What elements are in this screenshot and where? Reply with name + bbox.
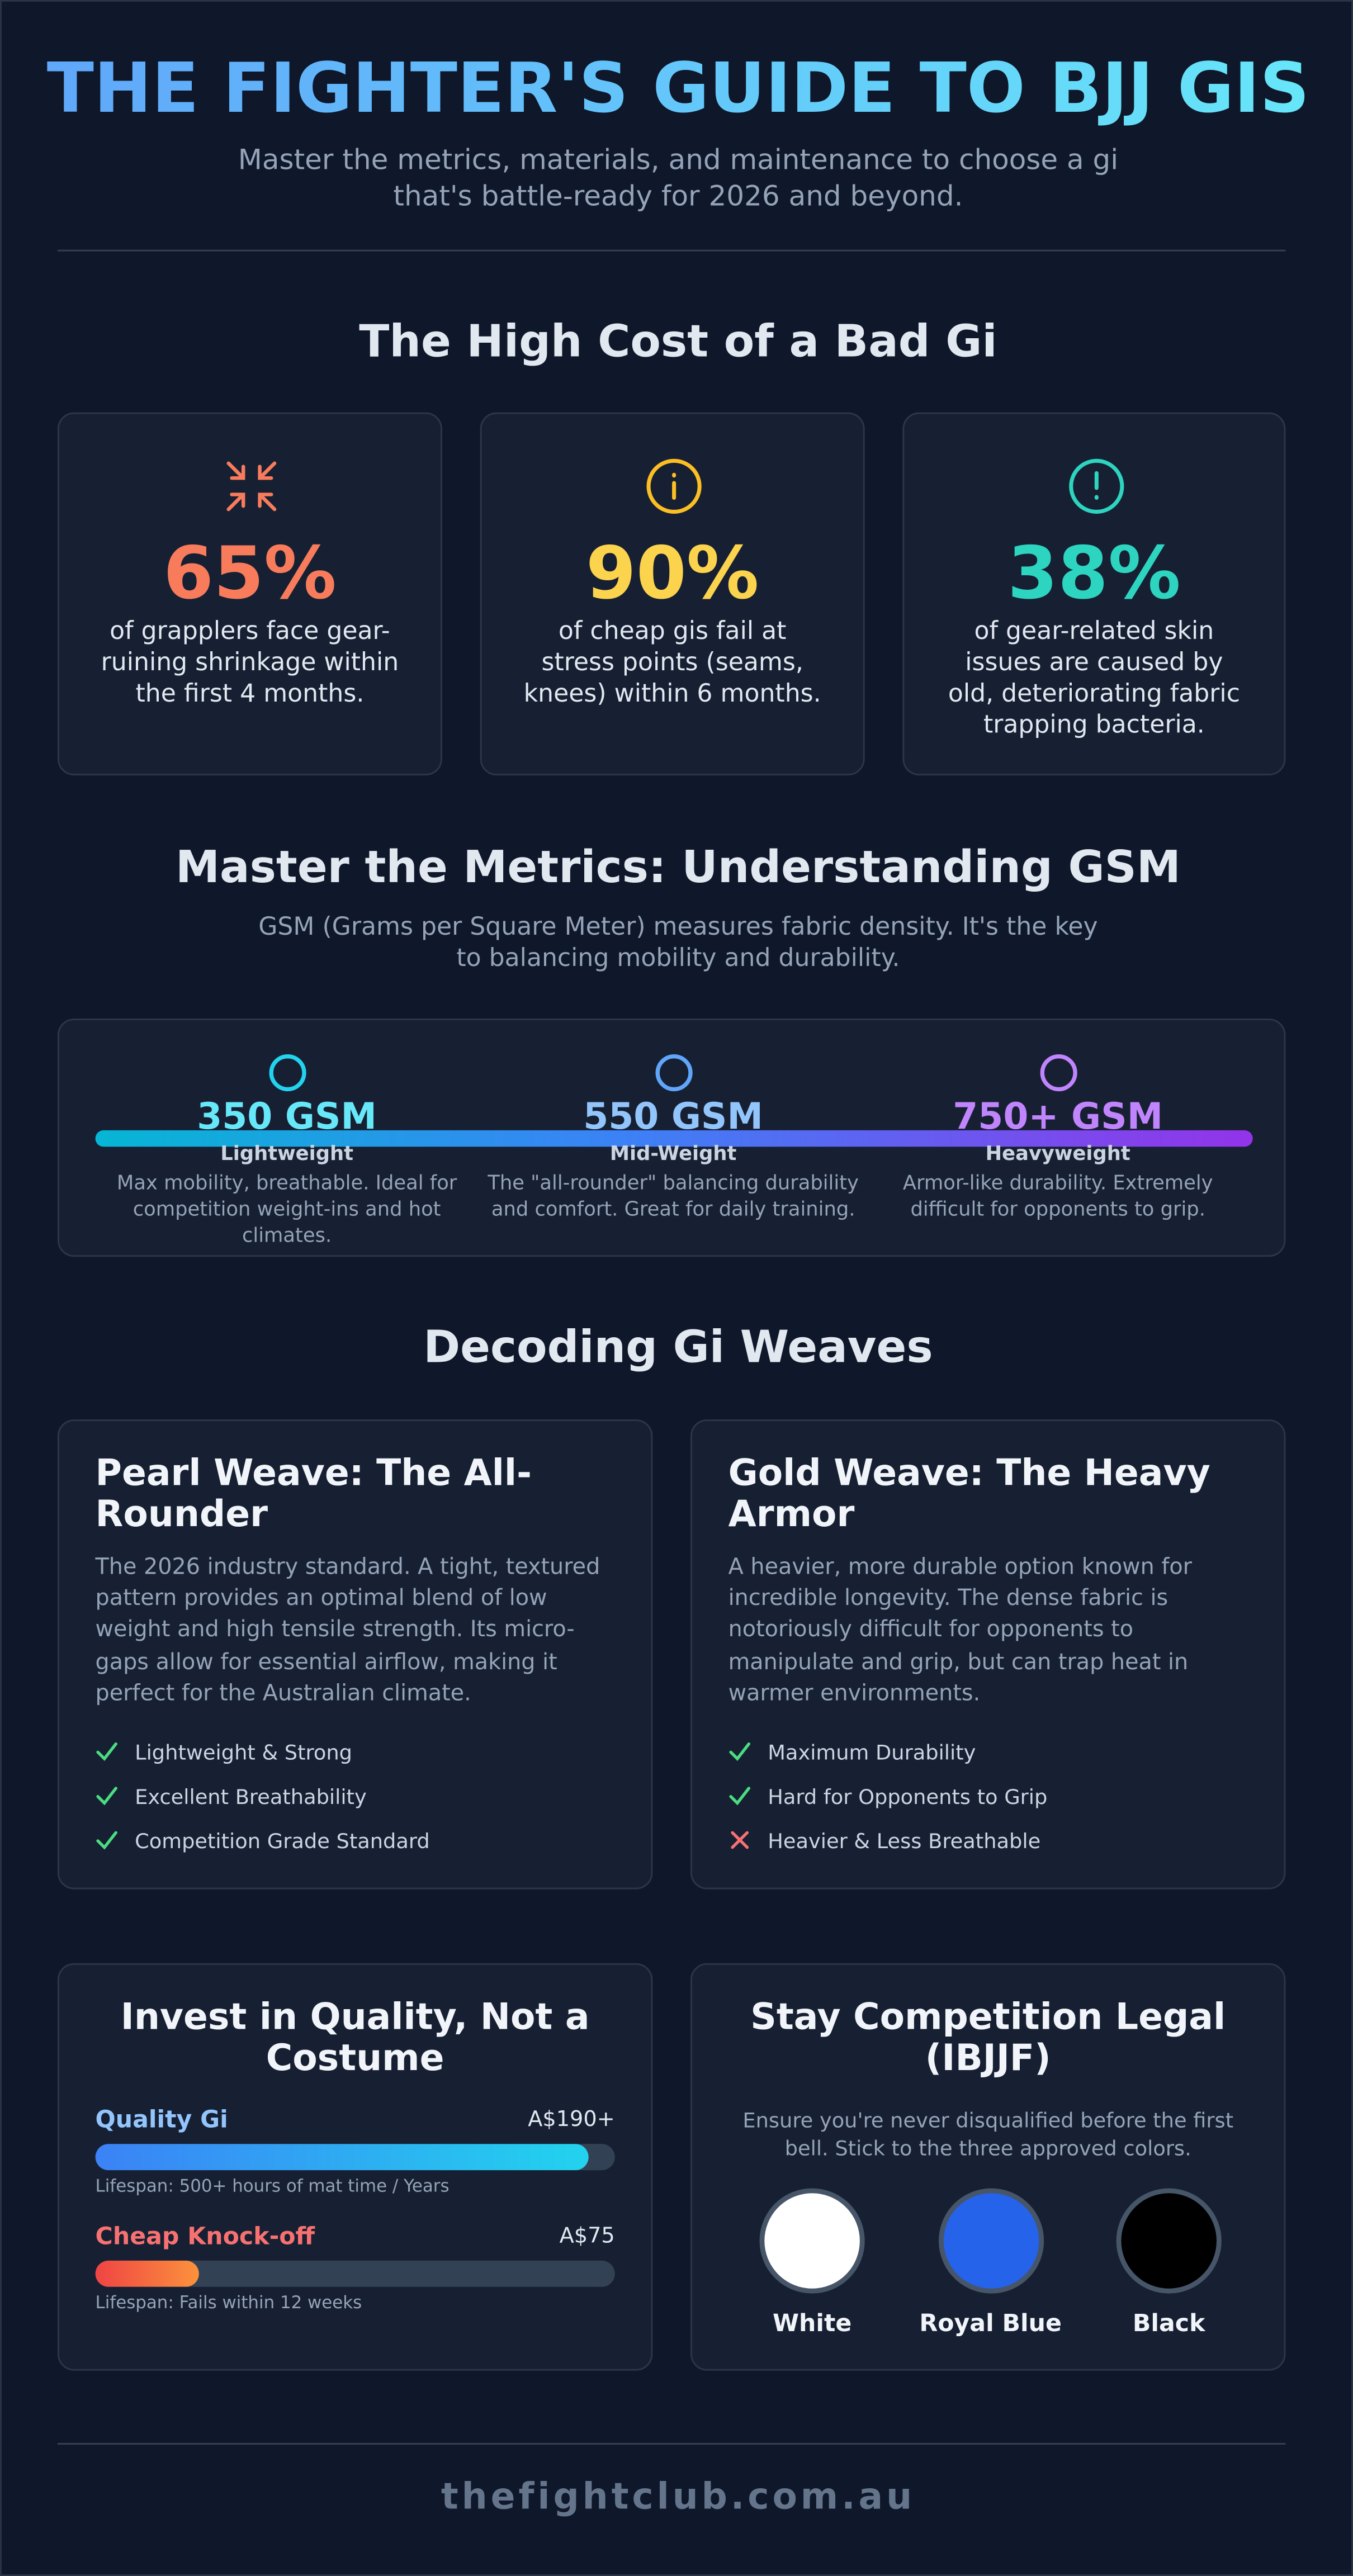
item-note: Lifespan: Fails within 12 weeks xyxy=(95,2293,362,2313)
section-heading: Master the Metrics: Understanding GSM xyxy=(176,842,1181,894)
icon-path xyxy=(96,1787,117,1806)
lifespan-track xyxy=(95,2260,615,2287)
color-circle xyxy=(759,2188,865,2294)
lifespan-fill xyxy=(95,2144,589,2171)
shrink-icon xyxy=(226,461,277,512)
stat-text: of cheap gis fail at stress points (seam… xyxy=(523,616,821,708)
section-heading: The High Cost of a Bad Gi xyxy=(359,317,997,368)
color-circle xyxy=(938,2188,1043,2294)
gsm-level: 350 GSM Lightweight Max mobility, breath… xyxy=(94,1097,480,1248)
color-swatch: Royal Blue xyxy=(892,2188,1089,2338)
weave-title: Pearl Weave: The All-Rounder xyxy=(95,1453,532,1536)
icon-path xyxy=(731,1831,749,1849)
price-row: Quality Gi A$190+ Lifespan: 500+ hours of … xyxy=(95,2108,615,2196)
legal-card: Stay Competition Legal (IBJJF) Ensure yo… xyxy=(690,1963,1286,2371)
gsm-markers xyxy=(269,1054,1077,1092)
feature: Maximum Durability xyxy=(728,1736,976,1766)
subtitle: Master the metrics, materials, and maint… xyxy=(238,144,1119,214)
item-price: A$75 xyxy=(559,2224,615,2250)
feature: Lightweight & Strong xyxy=(96,1736,352,1766)
divider xyxy=(57,2442,1286,2445)
stat-value: 90% xyxy=(585,532,759,617)
item-name: Quality Gi xyxy=(95,2108,228,2134)
gsm-label: 350 GSM xyxy=(197,1097,377,1139)
color-name: Black xyxy=(1132,2311,1205,2338)
stat-value: 65% xyxy=(163,532,337,617)
card-text: Ensure you're never disqualified before … xyxy=(742,2108,1234,2160)
feature: Hard for Opponents to Grip xyxy=(728,1781,1048,1811)
gsm-text: The "all-rounder" balancing durability a… xyxy=(488,1171,859,1221)
quality-card: Invest in Quality, Not a Costume Quality… xyxy=(57,1963,653,2371)
card-heading: Stay Competition Legal (IBJJF) xyxy=(750,1997,1226,2080)
check-icon xyxy=(729,1742,751,1761)
icon-path xyxy=(96,1831,117,1850)
gsm-text: Max mobility, breathable. Ideal for comp… xyxy=(116,1171,457,1247)
price-row: Cheap Knock-off A$75 Lifespan: Fails withi… xyxy=(95,2224,615,2313)
stat-card: 38% of gear-related skin issues are caus… xyxy=(902,412,1286,776)
feature: Excellent Breathability xyxy=(96,1781,367,1811)
icon-path xyxy=(729,1787,751,1806)
gsm-marker xyxy=(655,1054,693,1092)
weave-text: The 2026 industry standard. A tight, tex… xyxy=(95,1554,600,1707)
stat-text: of gear-related skin issues are caused b… xyxy=(948,616,1240,740)
color-swatch: Black xyxy=(1070,2188,1267,2338)
gsm-gradient-bar xyxy=(95,1130,1253,1147)
gsm-level: 750+ GSM Heavyweight Armor-like durabili… xyxy=(865,1097,1251,1222)
item-name: Cheap Knock-off xyxy=(95,2224,315,2251)
color-swatch: White xyxy=(713,2188,911,2338)
feature-text: Excellent Breathability xyxy=(135,1783,367,1808)
footer-site: thefightclub.com.au xyxy=(441,2477,916,2519)
feature-text: Heavier & Less Breathable xyxy=(768,1827,1041,1853)
weave-card: Gold Weave: The Heavy Armor A heavier, m… xyxy=(690,1419,1286,1890)
weave-title: Gold Weave: The Heavy Armor xyxy=(728,1453,1210,1536)
info-icon xyxy=(646,458,702,514)
stat-card: 65% of grapplers face gear-ruining shrin… xyxy=(57,412,442,776)
cross-icon xyxy=(731,1831,749,1849)
gsm-name: Heavyweight xyxy=(985,1142,1130,1165)
icon-path xyxy=(96,1742,117,1761)
gsm-scale: 350 GSM Lightweight Max mobility, breath… xyxy=(57,1019,1286,1257)
divider xyxy=(57,249,1286,252)
card-heading: Invest in Quality, Not a Costume xyxy=(120,1997,590,2080)
stat-value: 38% xyxy=(1007,532,1181,617)
gsm-text: Armor-like durability. Extremely difficu… xyxy=(902,1171,1213,1221)
gsm-label: 550 GSM xyxy=(583,1097,763,1139)
gsm-label: 750+ GSM xyxy=(953,1097,1163,1139)
feature: Competition Grade Standard xyxy=(96,1825,430,1855)
title: THE FIGHTER'S GUIDE TO BJJ GIS xyxy=(2,48,1353,128)
check-icon xyxy=(96,1787,117,1806)
color-circle xyxy=(1116,2188,1222,2294)
check-icon xyxy=(96,1742,117,1761)
gsm-marker xyxy=(1040,1054,1077,1092)
feature: Heavier & Less Breathable xyxy=(728,1825,1041,1855)
alert-icon xyxy=(1069,458,1124,514)
item-note: Lifespan: 500+ hours of mat time / Years xyxy=(95,2176,450,2197)
section-heading: Decoding Gi Weaves xyxy=(423,1322,933,1374)
feature-text: Hard for Opponents to Grip xyxy=(768,1783,1048,1808)
item-price: A$190+ xyxy=(528,2108,615,2133)
feature-text: Maximum Durability xyxy=(768,1739,976,1764)
weave-text: A heavier, more durable option known for… xyxy=(728,1554,1192,1707)
weave-card: Pearl Weave: The All-Rounder The 2026 in… xyxy=(57,1419,653,1890)
color-name: White xyxy=(772,2311,852,2338)
stat-text: of grapplers face gear-ruining shrinkage… xyxy=(101,616,399,708)
feature-text: Competition Grade Standard xyxy=(135,1827,430,1853)
lifespan-fill xyxy=(95,2260,200,2287)
color-name: Royal Blue xyxy=(919,2311,1062,2338)
section-intro: GSM (Grams per Square Meter) measures fa… xyxy=(258,912,1098,973)
stat-card: 90% of cheap gis fail at stress points (… xyxy=(480,412,865,776)
gsm-level: 550 GSM Mid-Weight The "all-rounder" bal… xyxy=(480,1097,867,1222)
feature-text: Lightweight & Strong xyxy=(135,1739,353,1764)
check-icon xyxy=(729,1787,751,1806)
gsm-name: Lightweight xyxy=(220,1142,353,1165)
check-icon xyxy=(96,1831,117,1850)
gsm-marker xyxy=(269,1054,306,1092)
lifespan-track xyxy=(95,2144,615,2171)
gsm-name: Mid-Weight xyxy=(609,1142,737,1165)
icon-path xyxy=(729,1742,751,1761)
